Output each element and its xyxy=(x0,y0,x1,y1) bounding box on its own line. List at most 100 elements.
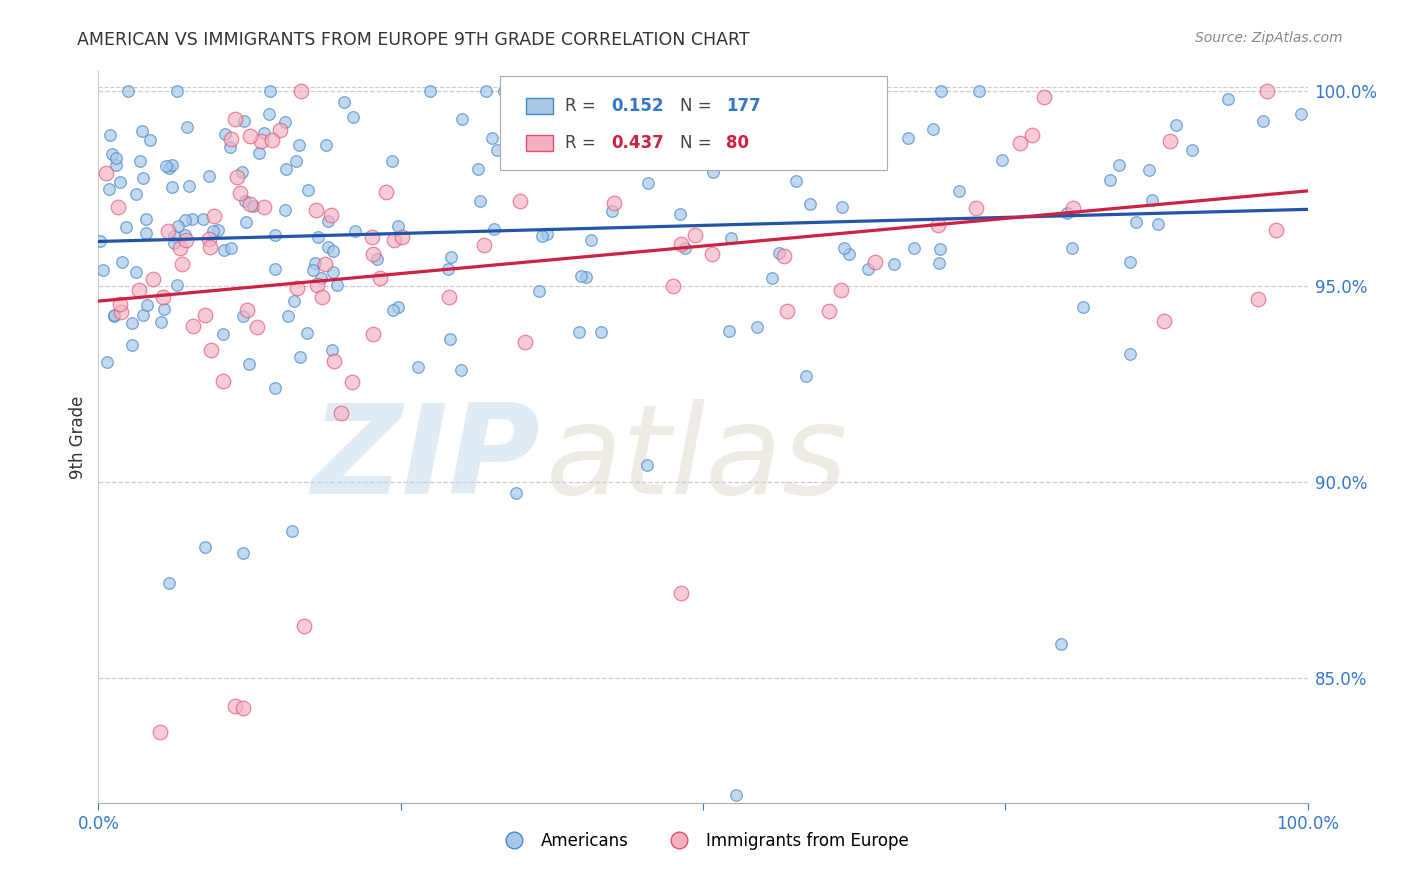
Point xyxy=(283,293,305,308)
Point xyxy=(636,458,658,472)
Point xyxy=(157,161,180,175)
Point xyxy=(1098,173,1121,187)
Point xyxy=(591,325,613,339)
Point xyxy=(263,381,285,395)
Legend: Americans, Immigrants from Europe: Americans, Immigrants from Europe xyxy=(491,825,915,856)
Point xyxy=(167,219,190,233)
Point xyxy=(673,241,696,255)
Point xyxy=(181,212,204,227)
Point xyxy=(1140,193,1163,207)
Point xyxy=(1060,242,1083,256)
Text: Source: ZipAtlas.com: Source: ZipAtlas.com xyxy=(1195,31,1343,45)
Point xyxy=(1289,107,1312,121)
Point xyxy=(1251,114,1274,128)
Point xyxy=(219,241,242,255)
Point xyxy=(269,123,291,137)
Point xyxy=(169,242,191,256)
Point xyxy=(766,136,789,151)
Point xyxy=(831,200,853,214)
Point xyxy=(162,236,184,251)
Point xyxy=(903,241,925,255)
Point xyxy=(1264,223,1286,237)
Point xyxy=(250,134,273,148)
Point xyxy=(340,376,363,390)
Point xyxy=(1216,92,1239,106)
Point xyxy=(509,194,531,208)
Point xyxy=(311,270,333,285)
Point xyxy=(166,278,188,293)
Point xyxy=(1153,314,1175,328)
Point xyxy=(259,84,281,98)
Point xyxy=(387,300,409,314)
Point xyxy=(305,203,328,218)
Point xyxy=(125,187,148,202)
Point xyxy=(527,284,550,298)
Point xyxy=(927,218,949,232)
Point xyxy=(330,406,353,420)
Point xyxy=(569,268,592,283)
Point xyxy=(322,265,344,279)
Point xyxy=(246,320,269,334)
Point xyxy=(1062,201,1084,215)
Point xyxy=(121,338,143,352)
Point xyxy=(1071,301,1094,315)
Point xyxy=(720,231,742,245)
Point xyxy=(121,316,143,330)
Point xyxy=(155,159,177,173)
Point xyxy=(576,103,599,118)
Point xyxy=(117,84,139,98)
Point xyxy=(177,179,200,194)
Point xyxy=(474,237,496,252)
Point xyxy=(304,256,326,270)
Point xyxy=(575,269,598,284)
Point xyxy=(107,200,129,214)
Point xyxy=(536,84,558,98)
Point xyxy=(194,308,217,322)
Point xyxy=(669,237,692,252)
Point xyxy=(794,368,817,383)
Point xyxy=(218,140,240,154)
Point xyxy=(98,128,121,142)
Point xyxy=(856,262,879,277)
Point xyxy=(142,272,165,286)
Point xyxy=(1166,118,1188,132)
Point xyxy=(224,112,246,127)
Point xyxy=(264,261,287,276)
Point xyxy=(197,169,219,183)
Point xyxy=(288,351,311,365)
Point xyxy=(967,84,990,98)
Point xyxy=(662,279,685,293)
Point xyxy=(314,257,336,271)
Point xyxy=(135,226,157,240)
Point xyxy=(318,240,340,254)
Point xyxy=(224,699,246,714)
Point xyxy=(342,110,364,124)
Point xyxy=(290,84,312,98)
Point xyxy=(274,115,297,129)
Point xyxy=(761,271,783,285)
Point xyxy=(1033,89,1056,103)
Point xyxy=(720,103,742,117)
Point xyxy=(1125,215,1147,229)
Point xyxy=(374,185,396,199)
Point xyxy=(285,281,308,295)
Point xyxy=(153,301,176,316)
Point xyxy=(132,171,155,186)
Point xyxy=(239,129,262,144)
Point xyxy=(467,162,489,177)
Point xyxy=(600,204,623,219)
Point xyxy=(98,182,121,196)
Point xyxy=(152,290,174,304)
Point xyxy=(219,132,242,146)
Point xyxy=(669,207,692,221)
Text: 0.152: 0.152 xyxy=(612,97,664,115)
Point xyxy=(173,227,195,242)
Point xyxy=(568,325,591,339)
Point xyxy=(1147,217,1170,231)
Point xyxy=(440,250,463,264)
Point xyxy=(236,303,259,318)
Point xyxy=(832,241,855,255)
Point xyxy=(724,788,747,802)
Point xyxy=(89,234,111,248)
Point xyxy=(1008,136,1031,151)
